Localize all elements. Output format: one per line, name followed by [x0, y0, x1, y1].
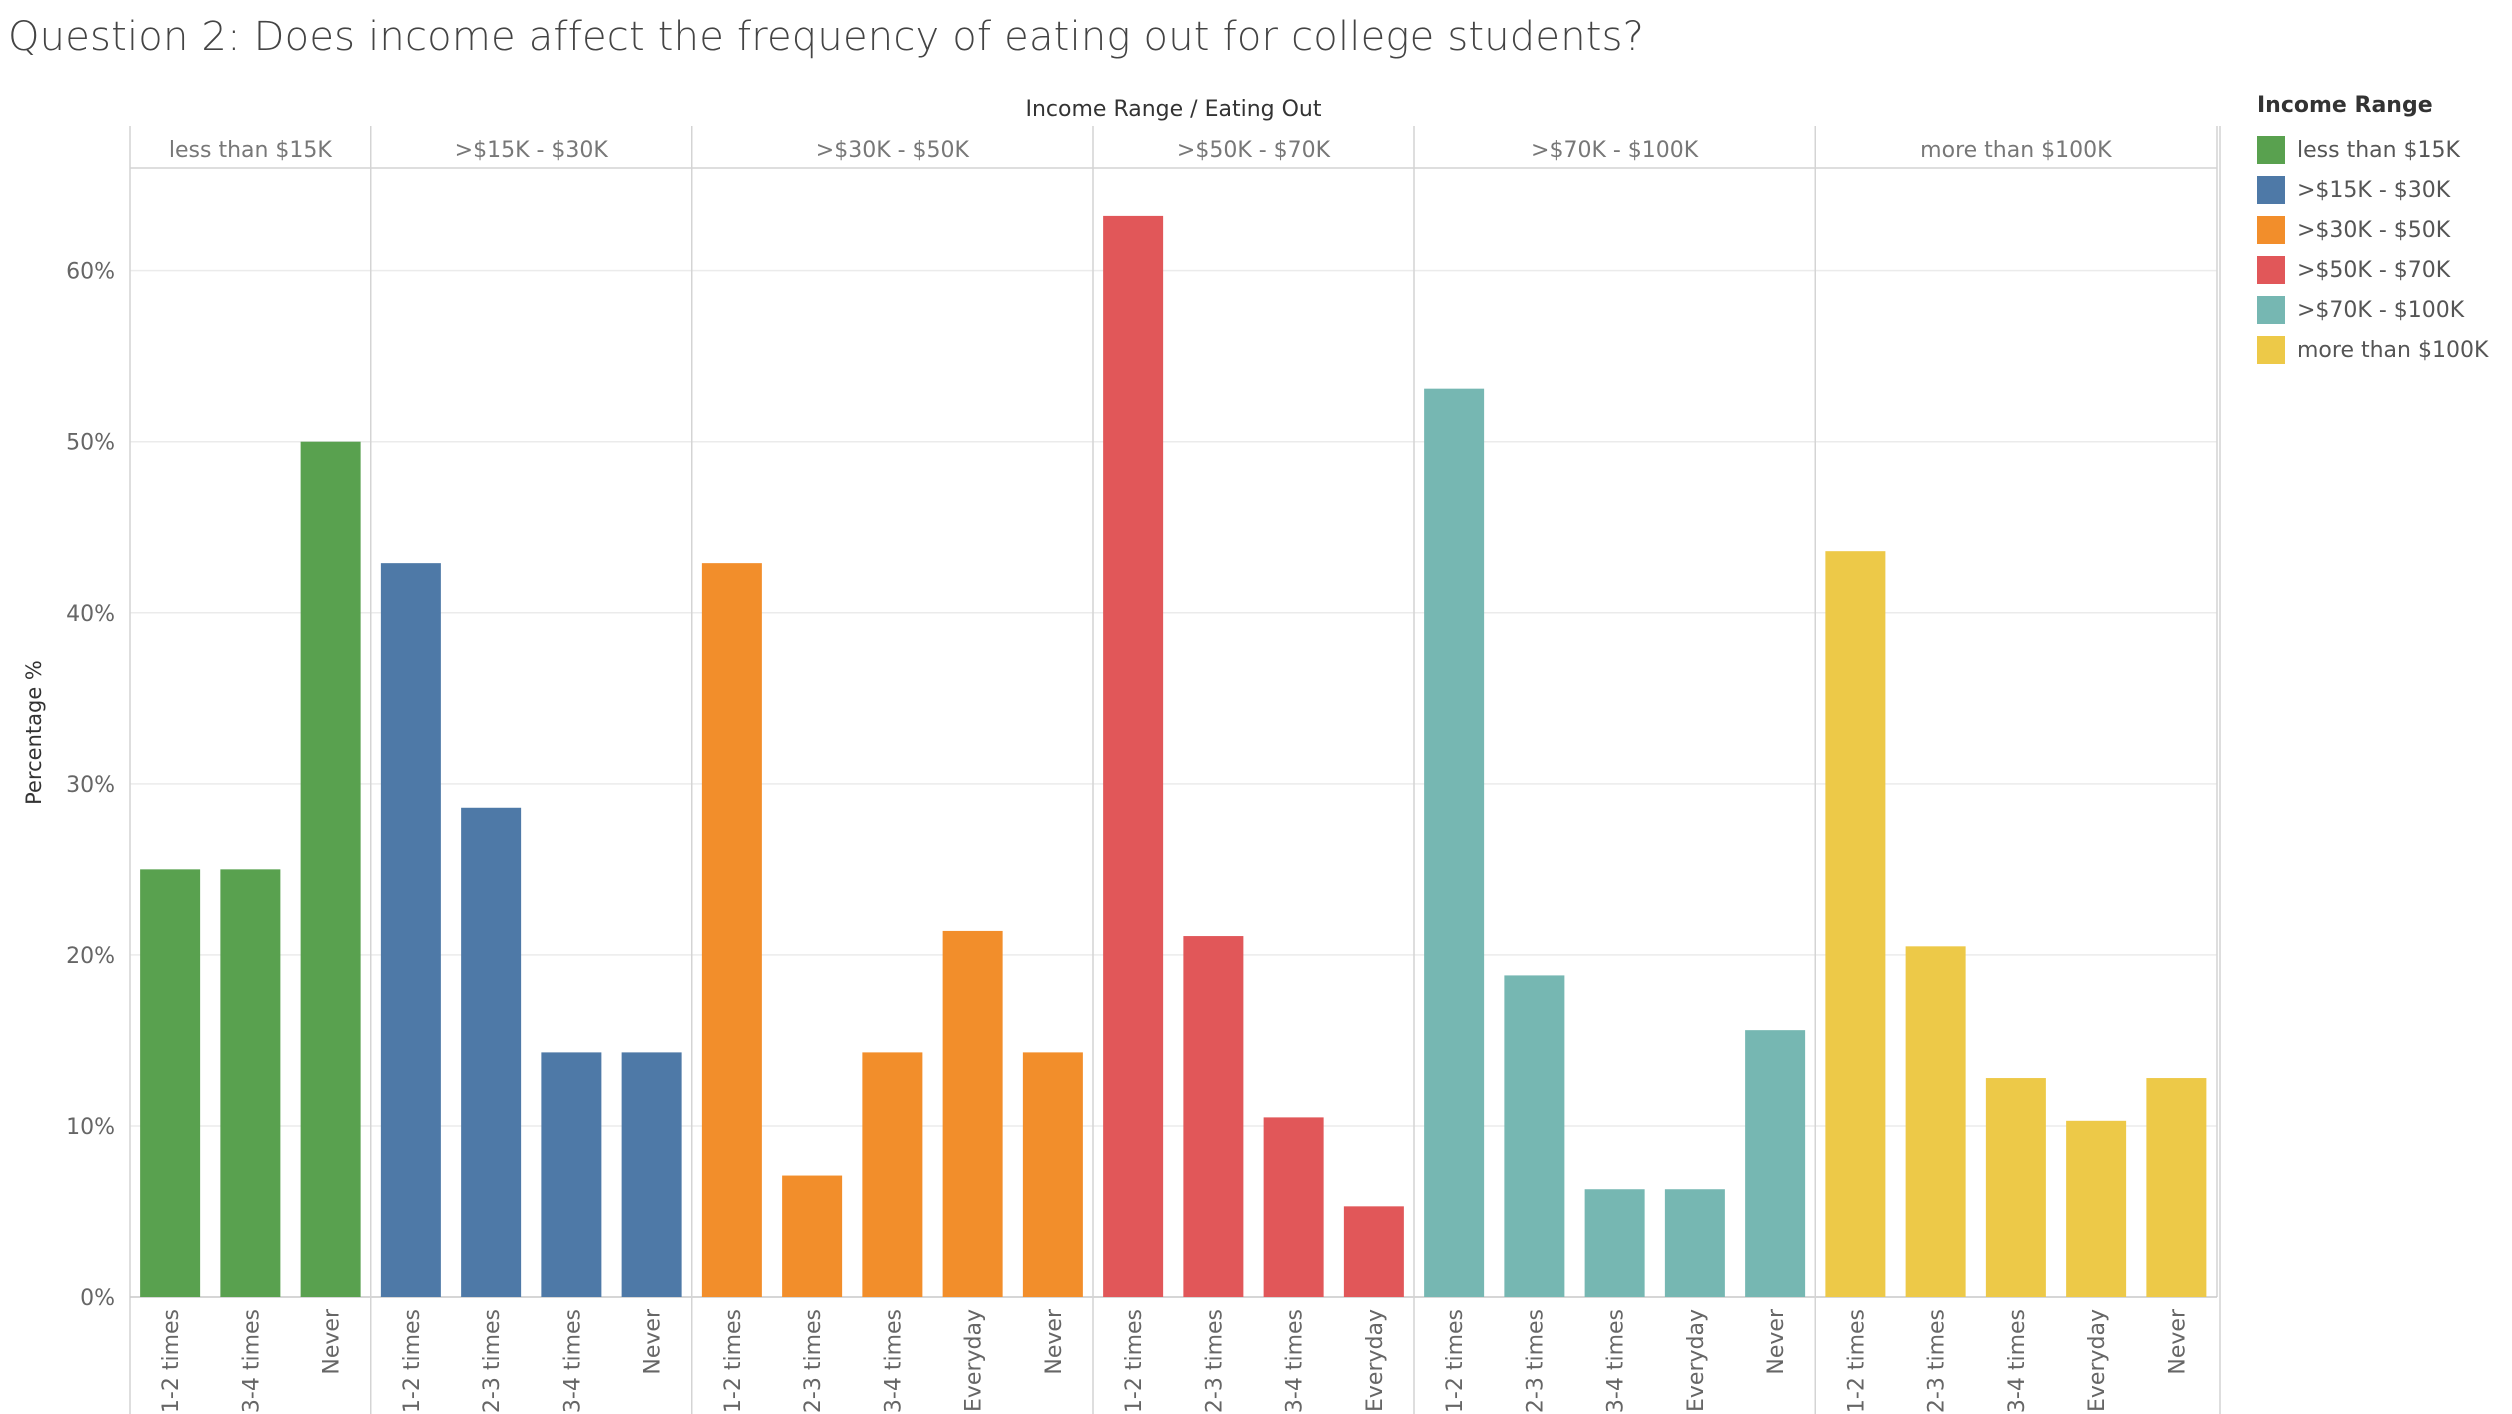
- y-tick-label: 0%: [80, 1286, 115, 1311]
- x-tick-label: Never: [1042, 1308, 1067, 1375]
- bar: [1263, 1117, 1324, 1297]
- legend-items: less than $15K >$15K - $30K >$30K - $50K >$…: [2257, 130, 2507, 370]
- panel-header-label: less than $15K: [169, 138, 333, 163]
- bar: [300, 441, 361, 1297]
- legend-item[interactable]: >$70K - $100K: [2257, 290, 2507, 330]
- panel-header-label: >$50K - $70K: [1177, 138, 1331, 163]
- bar: [1103, 215, 1164, 1297]
- bar: [1985, 1078, 2046, 1297]
- x-tick-label: Never: [320, 1308, 345, 1375]
- legend-item[interactable]: more than $100K: [2257, 330, 2507, 370]
- legend-swatch: [2257, 216, 2285, 244]
- legend-label: more than $100K: [2297, 337, 2489, 363]
- legend: Income Range less than $15K >$15K - $30K >…: [2257, 93, 2507, 370]
- x-tick-label: Everyday: [1684, 1309, 1709, 1412]
- y-tick-label: 10%: [66, 1115, 115, 1140]
- y-tick-label: 60%: [66, 260, 115, 285]
- x-tick-label: 1-2 times: [1122, 1309, 1147, 1413]
- legend-label: >$70K - $100K: [2297, 297, 2465, 323]
- x-tick-label: 1-2 times: [1443, 1309, 1468, 1413]
- x-tick-label: Never: [1764, 1308, 1789, 1375]
- y-tick-label: 30%: [66, 773, 115, 798]
- x-tick-label: Everyday: [1363, 1309, 1388, 1412]
- bar: [701, 563, 762, 1297]
- bar: [862, 1052, 923, 1297]
- faceted-bar-chart: 0% 10% 20% 30% 40% 50% 60% Percentage % Income R…: [22, 97, 2221, 1414]
- bar: [1022, 1052, 1083, 1297]
- legend-swatch: [2257, 176, 2285, 204]
- legend-label: less than $15K: [2297, 137, 2460, 163]
- x-tick-label: 2-3 times: [1523, 1309, 1548, 1413]
- x-tick-label: 3-4 times: [560, 1309, 585, 1413]
- legend-swatch: [2257, 256, 2285, 284]
- bar: [1745, 1030, 1806, 1297]
- legend-label: >$50K - $70K: [2297, 257, 2451, 283]
- x-tick-label: 1-2 times: [400, 1309, 425, 1413]
- bar: [1905, 946, 1966, 1297]
- bar: [1424, 388, 1485, 1297]
- x-tick-label: Everyday: [962, 1309, 987, 1412]
- x-tick-label: 3-4 times: [881, 1309, 906, 1413]
- x-tick-label: Everyday: [2085, 1309, 2110, 1412]
- x-tick-label: 2-3 times: [801, 1309, 826, 1413]
- panel-header-label: >$70K - $100K: [1531, 138, 1699, 163]
- bar: [2066, 1120, 2127, 1297]
- legend-swatch: [2257, 136, 2285, 164]
- bar: [220, 869, 281, 1297]
- x-tick-label: 2-3 times: [480, 1309, 505, 1413]
- bar: [2146, 1078, 2207, 1297]
- bar: [140, 869, 201, 1297]
- legend-swatch: [2257, 296, 2285, 324]
- legend-item[interactable]: >$30K - $50K: [2257, 210, 2507, 250]
- x-tick-label: 2-3 times: [1925, 1309, 1950, 1413]
- legend-item[interactable]: less than $15K: [2257, 130, 2507, 170]
- x-tick-label: Never: [2165, 1308, 2190, 1375]
- x-tick-label: 1-2 times: [1844, 1309, 1869, 1413]
- x-tick-label: 1-2 times: [721, 1309, 746, 1413]
- bar: [1664, 1189, 1725, 1297]
- legend-label: >$15K - $30K: [2297, 177, 2451, 203]
- y-tick-label: 50%: [66, 431, 115, 456]
- x-tick-label: Never: [641, 1308, 666, 1375]
- legend-item[interactable]: >$15K - $30K: [2257, 170, 2507, 210]
- y-tick-label: 20%: [66, 944, 115, 969]
- bar: [541, 1052, 602, 1297]
- y-tick-label: 40%: [66, 602, 115, 627]
- legend-swatch: [2257, 336, 2285, 364]
- x-tick-label: 2-3 times: [1202, 1309, 1227, 1413]
- bar: [1504, 975, 1565, 1297]
- bar: [621, 1052, 682, 1297]
- panel-header-label: more than $100K: [1920, 138, 2112, 163]
- panel-header-label: >$15K - $30K: [455, 138, 609, 163]
- x-tick-label: 1-2 times: [159, 1309, 184, 1413]
- x-tick-label: 3-4 times: [1283, 1309, 1308, 1413]
- legend-label: >$30K - $50K: [2297, 217, 2451, 243]
- bar: [1825, 551, 1886, 1297]
- legend-item[interactable]: >$50K - $70K: [2257, 250, 2507, 290]
- chart-title: Question 2: Does income affect the frequ…: [8, 14, 1645, 60]
- x-tick-label: 3-4 times: [239, 1309, 264, 1413]
- bar: [1183, 936, 1244, 1297]
- x-tick-label: 3-4 times: [1604, 1309, 1629, 1413]
- bar: [461, 807, 522, 1297]
- bar: [782, 1175, 843, 1297]
- x-tick-label: 3-4 times: [2005, 1309, 2030, 1413]
- bar: [380, 563, 441, 1297]
- legend-title: Income Range: [2257, 93, 2433, 118]
- bar: [1343, 1206, 1404, 1297]
- bar: [942, 930, 1003, 1297]
- y-axis-title: Percentage %: [22, 660, 46, 805]
- column-header: Income Range / Eating Out: [1026, 97, 1322, 122]
- bar: [1584, 1189, 1645, 1297]
- panel-header-label: >$30K - $50K: [816, 138, 970, 163]
